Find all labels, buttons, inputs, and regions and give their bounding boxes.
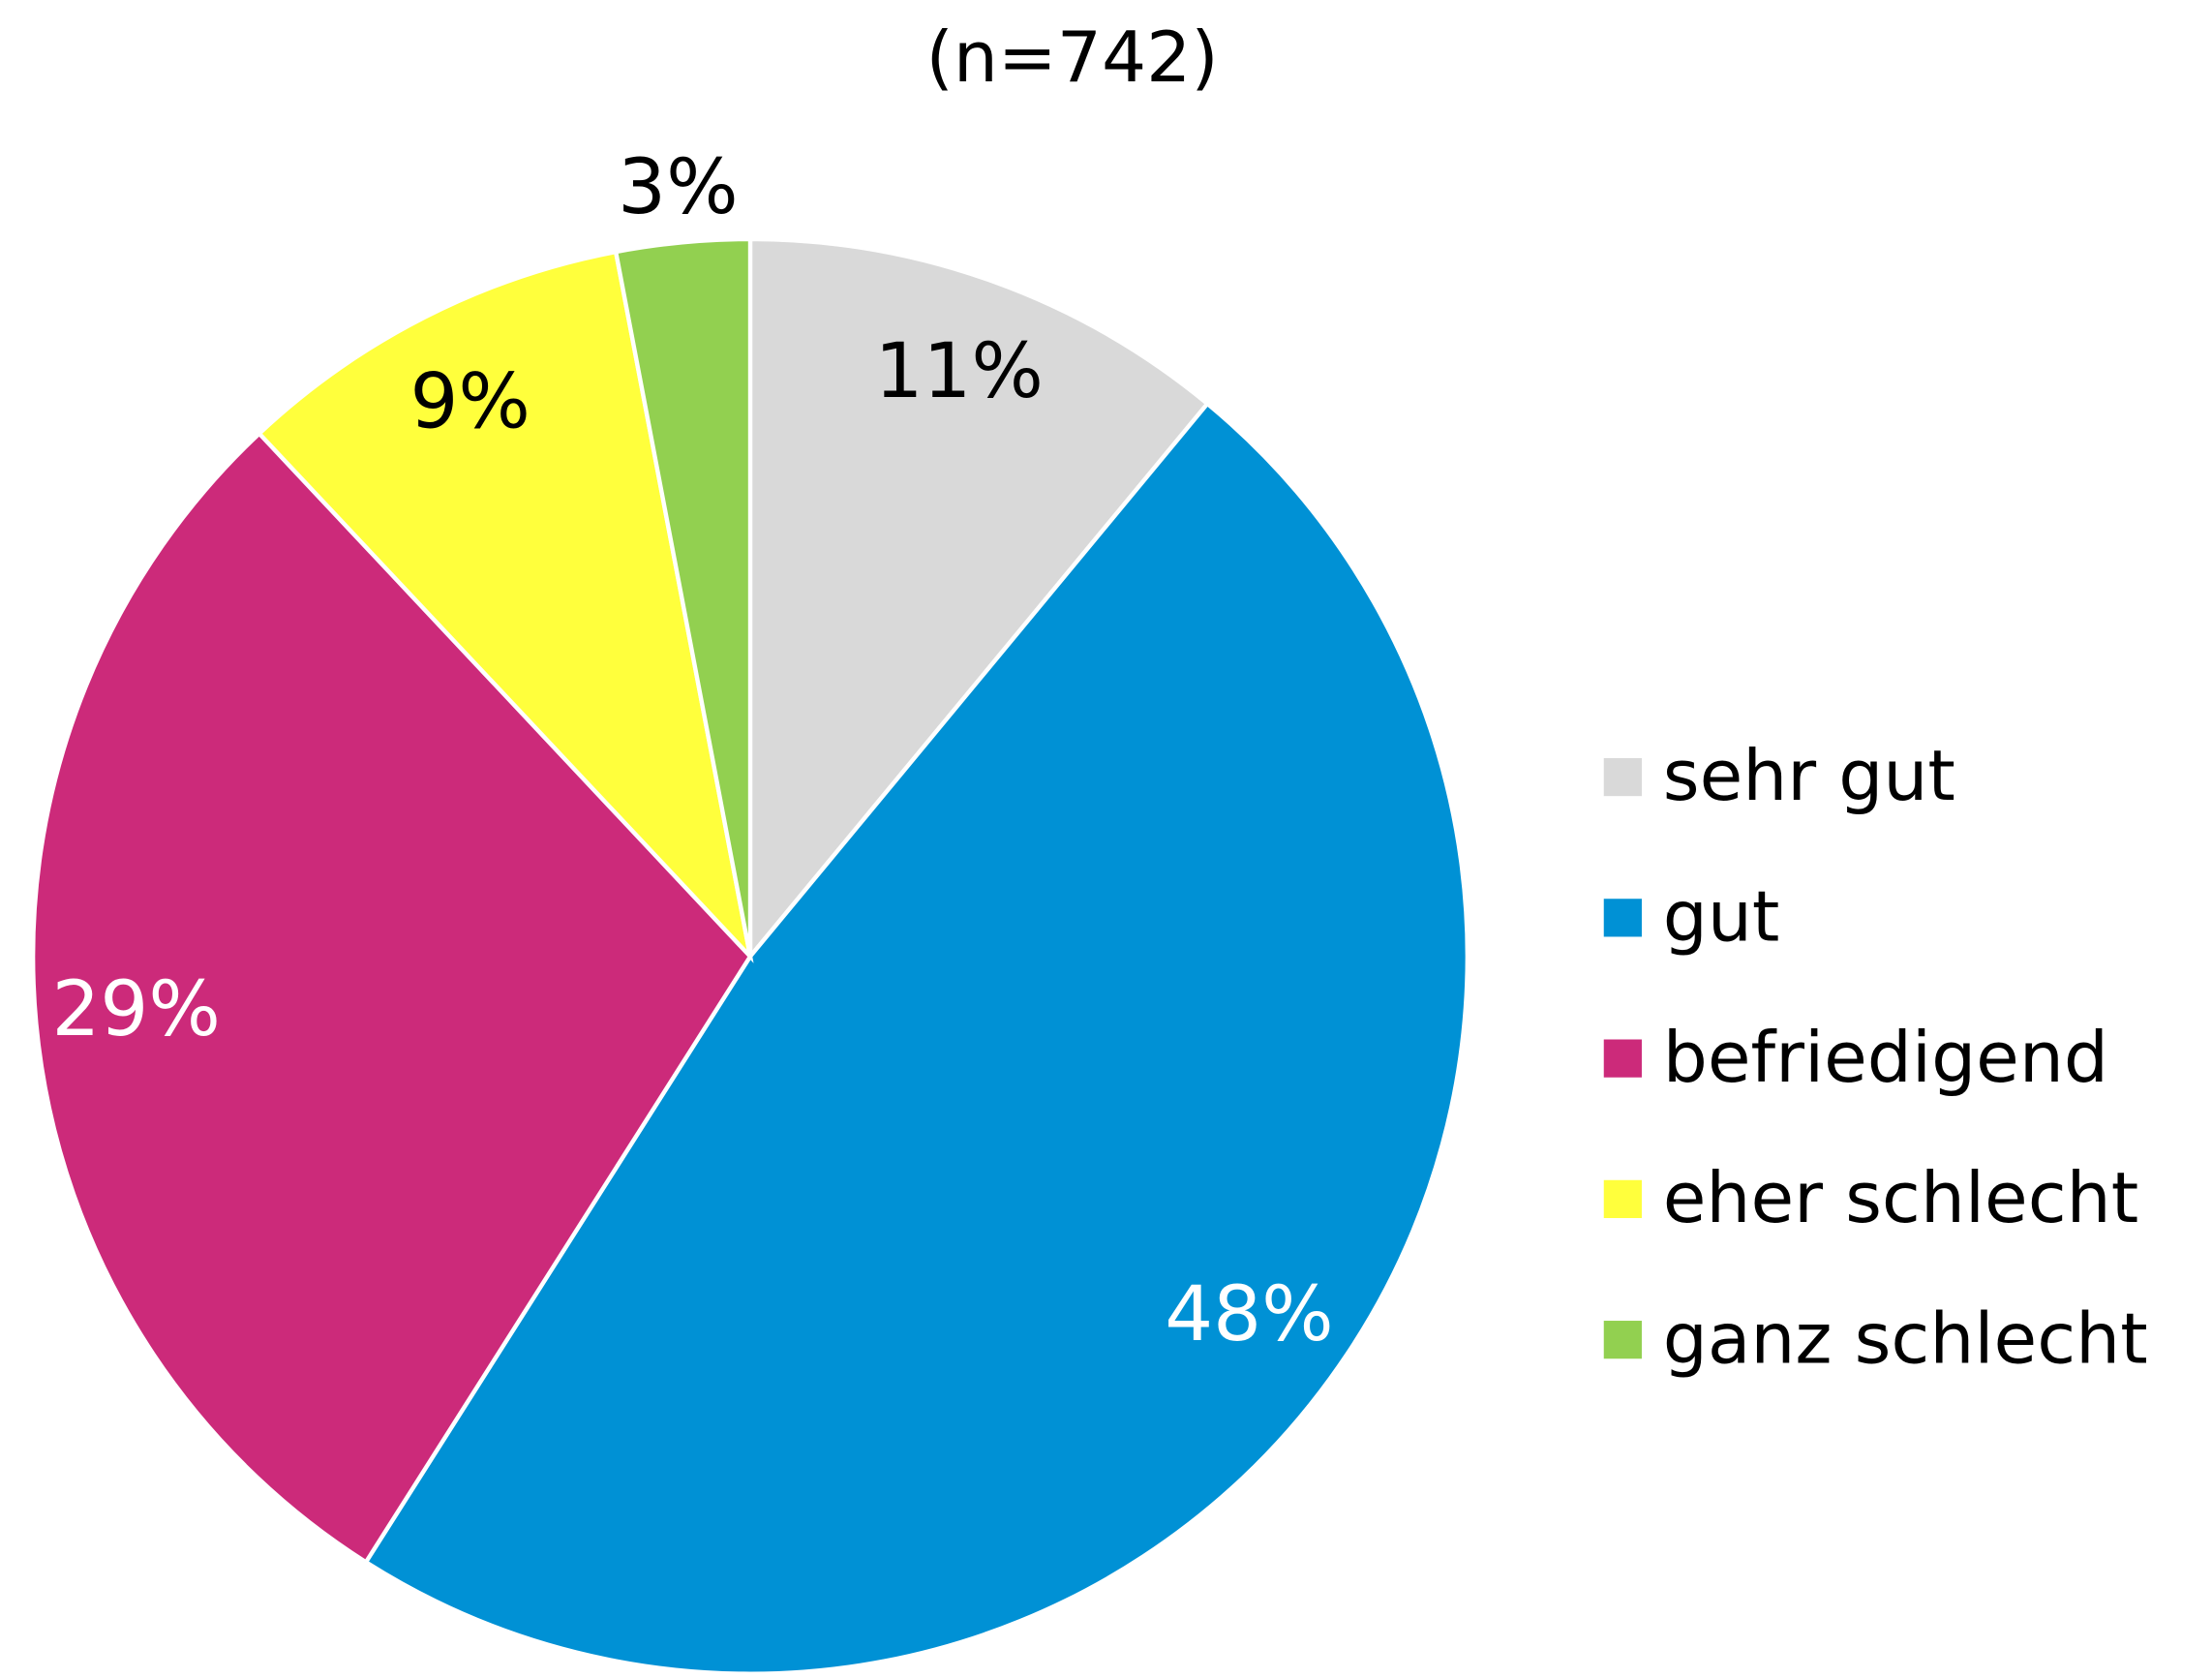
pie-slice [363, 400, 1470, 1676]
legend-label: befriedigend [1663, 1018, 2108, 1099]
chart-title: (n=742) [926, 17, 1219, 99]
legend-swatch [1603, 1039, 1642, 1078]
data-label: 29% [52, 965, 221, 1053]
data-label: 9% [410, 358, 530, 446]
pie-slice [747, 236, 1211, 962]
legend-label: gut [1663, 876, 1780, 958]
data-label: 48% [1165, 1270, 1333, 1358]
pie-slice [30, 430, 753, 1566]
pie-slice [613, 236, 753, 958]
data-label: 3% [618, 143, 738, 231]
legend-label: eher schlecht [1663, 1158, 2138, 1239]
legend-swatch [1603, 1179, 1642, 1218]
legend-swatch [1603, 1321, 1642, 1359]
data-label: 11% [875, 327, 1044, 415]
legend-label: ganz schlecht [1663, 1298, 2148, 1380]
pie-slice [256, 249, 754, 963]
legend-swatch [1603, 757, 1642, 797]
legend-swatch [1603, 899, 1642, 937]
legend-label: sehr gut [1663, 736, 1955, 817]
